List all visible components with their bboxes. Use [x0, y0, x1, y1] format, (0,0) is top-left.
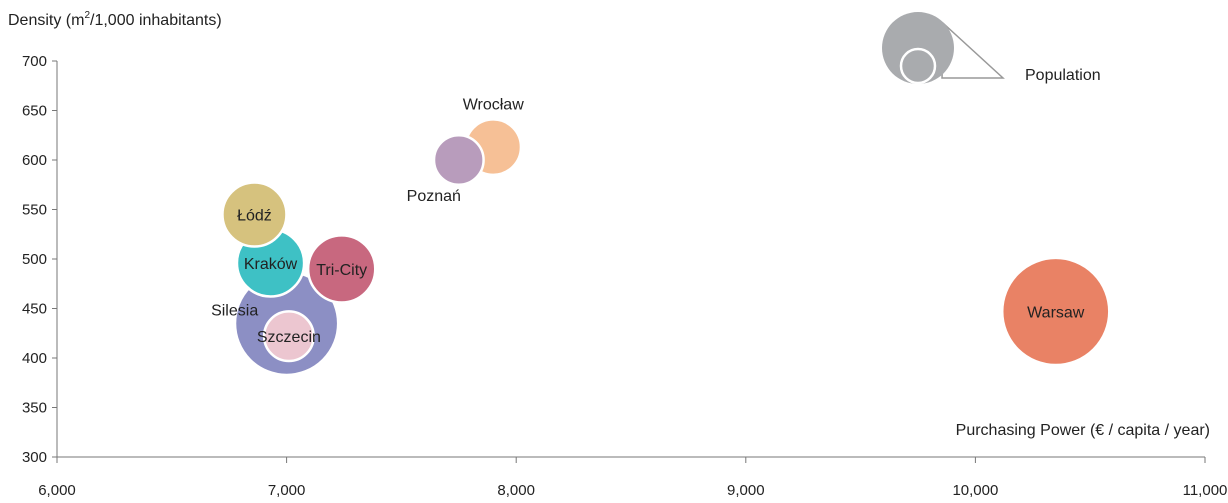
bubble-label-pozna-: Poznań [407, 188, 461, 205]
x-tick-label: 6,000 [38, 482, 76, 499]
bubble-label-tri-city: Tri-City [316, 262, 367, 279]
y-tick-label: 550 [22, 202, 47, 219]
bubble-label-warsaw: Warsaw [1027, 304, 1085, 321]
bubbles [221, 118, 1111, 377]
bubble-label--d-: Łódź [237, 207, 272, 224]
legend-small-circle [899, 47, 937, 85]
x-tick-label: 10,000 [952, 482, 998, 499]
y-tick-label: 450 [22, 301, 47, 318]
y-tick-label: 500 [22, 251, 47, 268]
y-tick-label: 700 [22, 53, 47, 70]
bubble-label-silesia: Silesia [211, 303, 258, 320]
bubble-warsaw [1000, 256, 1111, 367]
y-tick-label: 300 [22, 449, 47, 466]
bubble--d- [221, 181, 288, 248]
y-axis-title: Density (m2/1,000 inhabitants) [8, 10, 222, 29]
x-tick-label: 11,000 [1183, 482, 1228, 499]
x-tick-label: 7,000 [268, 482, 306, 499]
y-tick-label: 350 [22, 400, 47, 417]
bubble-label-wroc-aw: Wrocław [463, 96, 524, 113]
x-axis-title: Purchasing Power (€ / capita / year) [956, 422, 1210, 439]
bubble-label-szczecin: Szczecin [257, 329, 321, 346]
bubble-tri-city [306, 234, 377, 304]
y-tick-label: 600 [22, 152, 47, 169]
axes: 300 350 400 450 500 550 600 650 700 6,000 7,000 8,0… [8, 10, 1227, 499]
bubble-label-krak-w: Kraków [244, 256, 298, 273]
legend-label: Population [1025, 67, 1101, 84]
y-tick-label: 650 [22, 103, 47, 120]
bubble-labels: Warsaw Silesia Tri-City Kraków Łódź Wrocław Sz… [211, 96, 1085, 346]
x-tick-label: 9,000 [727, 482, 765, 499]
y-tick-label: 400 [22, 350, 47, 367]
x-tick-label: 8,000 [497, 482, 535, 499]
bubble-pozna- [432, 133, 485, 187]
bubble-szczecin [262, 310, 315, 363]
size-legend: Population [882, 12, 1101, 85]
